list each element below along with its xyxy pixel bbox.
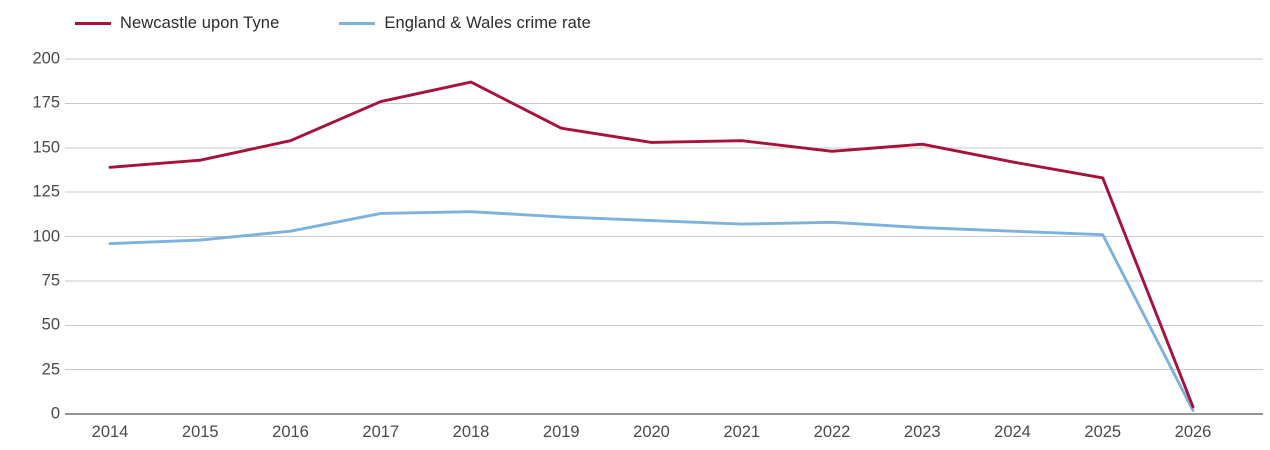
chart-legend: Newcastle upon Tyne England & Wales crim…	[0, 0, 1270, 46]
x-tick-label: 2026	[1174, 423, 1212, 441]
x-tick-label: 2021	[723, 423, 761, 441]
y-tick-label: 175	[32, 93, 60, 112]
legend-item-england-wales-crime-rate[interactable]: England & Wales crime rate	[339, 0, 591, 46]
y-tick-label: 50	[41, 315, 60, 334]
y-tick-label: 25	[41, 360, 60, 379]
x-tick-label: 2025	[1084, 423, 1122, 441]
x-tick-label: 2014	[91, 423, 129, 441]
legend-label: Newcastle upon Tyne	[120, 13, 280, 32]
x-tick-label: 2020	[633, 423, 670, 441]
y-tick-label: 100	[32, 227, 60, 245]
line-swatch-icon	[339, 21, 376, 25]
x-tick-label: 2016	[272, 423, 309, 441]
series-layer	[108, 80, 1195, 412]
legend-item-newcastle-upon-tyne[interactable]: Newcastle upon Tyne	[75, 0, 279, 46]
series-line-england-wales-crime-rate	[108, 210, 1195, 412]
y-tick-label: 0	[50, 404, 60, 423]
legend-label: England & Wales crime rate	[384, 13, 591, 32]
line-swatch-icon	[75, 21, 111, 25]
x-tick-label: 2015	[181, 423, 219, 441]
y-tick-label: 75	[41, 271, 60, 290]
y-tick-label: 125	[32, 182, 60, 201]
x-tick-label: 2023	[903, 423, 941, 441]
gridlines	[65, 58, 1263, 371]
x-tick-label: 2017	[362, 423, 400, 441]
x-tick-label: 2024	[994, 423, 1031, 441]
x-tick-label: 2018	[452, 423, 490, 441]
x-tick-label: 2019	[542, 423, 580, 441]
y-tick-label: 200	[32, 49, 60, 68]
y-tick-label: 150	[32, 138, 60, 157]
series-line-newcastle-upon-tyne	[108, 80, 1195, 409]
x-tick-label: 2022	[813, 423, 851, 441]
